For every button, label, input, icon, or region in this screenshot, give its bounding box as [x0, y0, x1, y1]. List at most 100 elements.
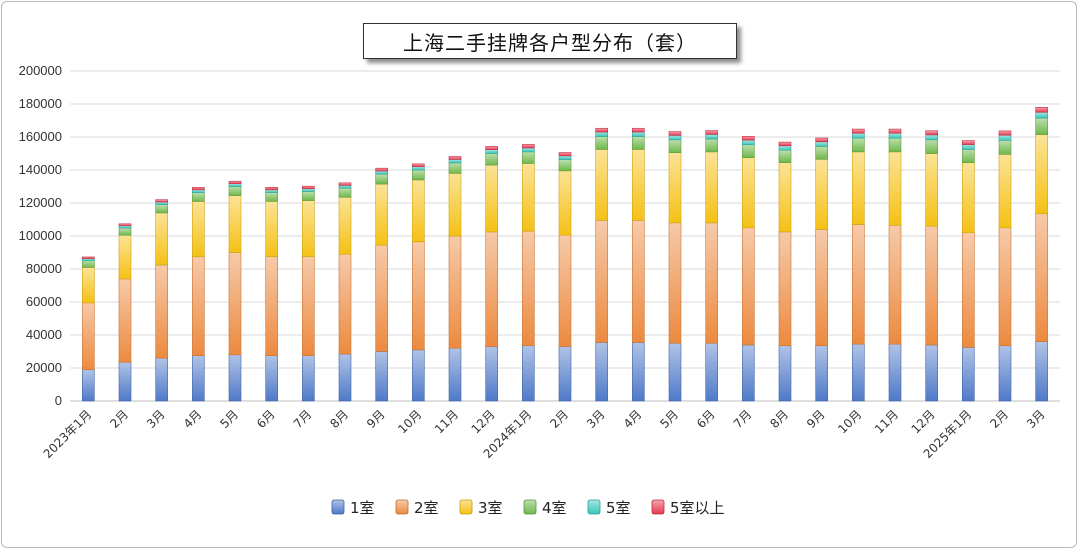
- bar-segment: [888, 224, 902, 345]
- bar-segment: [595, 342, 608, 402]
- y-tick-label: 60000: [26, 294, 62, 309]
- bar-segment: [852, 224, 865, 345]
- bar-segment: [338, 187, 352, 198]
- bar-segment: [155, 201, 168, 205]
- legend-item: 5室以上: [651, 499, 725, 517]
- bar-stack: [558, 152, 572, 402]
- bar-segment: [192, 256, 205, 356]
- bar-segment: [118, 278, 132, 363]
- bar-segment: [302, 185, 315, 189]
- bar-segment: [705, 222, 718, 344]
- bar-segment: [778, 231, 792, 347]
- bar-stack: [228, 180, 242, 402]
- bar-segment: [265, 192, 278, 202]
- bar-segment: [1035, 111, 1048, 119]
- legend-item: 2室: [395, 499, 439, 517]
- bar-segment: [228, 180, 242, 184]
- bar-segment: [82, 258, 95, 262]
- bar-segment: [632, 220, 645, 343]
- bar-segment: [485, 146, 498, 151]
- bar-segment: [412, 169, 425, 181]
- legend-item: 4室: [523, 499, 567, 517]
- bar-segment: [485, 231, 498, 347]
- bar-stack: [1035, 107, 1048, 402]
- bar-segment: [962, 162, 975, 233]
- bar-stack: [265, 187, 278, 402]
- bar-segment: [155, 204, 168, 214]
- y-tick-label: 180000: [19, 96, 62, 111]
- bar-segment: [1035, 341, 1048, 402]
- x-tick-label: 9月: [804, 407, 828, 431]
- bar-segment: [998, 140, 1012, 155]
- bar-segment: [888, 132, 902, 139]
- y-tick-label: 40000: [26, 327, 62, 342]
- bar-stack: [632, 127, 645, 402]
- bar-segment: [448, 173, 462, 237]
- bar-segment: [118, 227, 132, 236]
- bar-segment: [448, 162, 462, 174]
- chart-title-box: 上海二手挂牌各户型分布（套）: [363, 23, 737, 59]
- bar-stack: [82, 256, 95, 402]
- bar-segment: [998, 134, 1012, 141]
- bar-segment: [302, 256, 315, 356]
- bar-segment: [815, 146, 828, 160]
- bar-segment: [338, 253, 352, 355]
- bar-segment: [815, 345, 828, 402]
- bar-segment: [925, 344, 938, 402]
- bar-segment: [705, 130, 718, 135]
- bar-segment: [1035, 213, 1048, 342]
- bar-segment: [742, 144, 755, 158]
- bar-segment: [558, 170, 572, 236]
- bar-stack: [778, 141, 792, 402]
- bar-segment: [962, 232, 975, 348]
- bar-segment: [852, 128, 865, 134]
- bar-segment: [852, 151, 865, 225]
- bar-stack: [192, 187, 205, 402]
- bar-segment: [705, 134, 718, 140]
- bar-segment: [815, 158, 828, 230]
- x-tick-label: 8月: [767, 407, 791, 431]
- bar-segment: [118, 234, 132, 280]
- legend-swatch: [587, 499, 601, 515]
- bar-segment: [485, 149, 498, 154]
- x-tick-label: 7月: [731, 407, 755, 431]
- bar-stack: [118, 223, 132, 402]
- y-tick-label: 100000: [19, 228, 62, 243]
- bar-segment: [998, 227, 1012, 347]
- bar-segment: [375, 244, 388, 352]
- legend-label: 2室: [414, 499, 439, 517]
- bar-segment: [998, 130, 1012, 136]
- bar-segment: [742, 136, 755, 141]
- bar-segment: [668, 131, 682, 136]
- bar-segment: [375, 173, 388, 185]
- bar-segment: [155, 199, 168, 203]
- legend-item: 1室: [331, 499, 375, 517]
- bar-segment: [412, 179, 425, 243]
- x-tick-label: 11月: [432, 407, 461, 436]
- legend-item: 3室: [459, 499, 503, 517]
- bar-segment: [925, 134, 938, 141]
- bar-segment: [742, 139, 755, 146]
- bar-segment: [705, 342, 718, 402]
- x-tick-label: 6月: [254, 407, 278, 431]
- bar-segment: [522, 345, 535, 402]
- bar-segment: [338, 196, 352, 255]
- bar-segment: [155, 357, 168, 402]
- bar-segment: [888, 128, 902, 134]
- legend-swatch: [395, 499, 409, 515]
- y-tick-label: 20000: [26, 360, 62, 375]
- bar-segment: [962, 347, 975, 402]
- bar-stack: [485, 146, 498, 402]
- bar-segment: [522, 144, 535, 149]
- bar-stack: [815, 137, 828, 402]
- bar-segment: [412, 163, 425, 168]
- x-tick-label: 2月: [547, 407, 571, 431]
- bar-segment: [485, 164, 498, 233]
- bar-segment: [925, 130, 938, 136]
- bar-segment: [595, 149, 608, 221]
- bar-segment: [668, 152, 682, 224]
- bar-segment: [375, 170, 388, 175]
- x-tick-label: 5月: [657, 407, 681, 431]
- legend-label: 4室: [542, 499, 567, 517]
